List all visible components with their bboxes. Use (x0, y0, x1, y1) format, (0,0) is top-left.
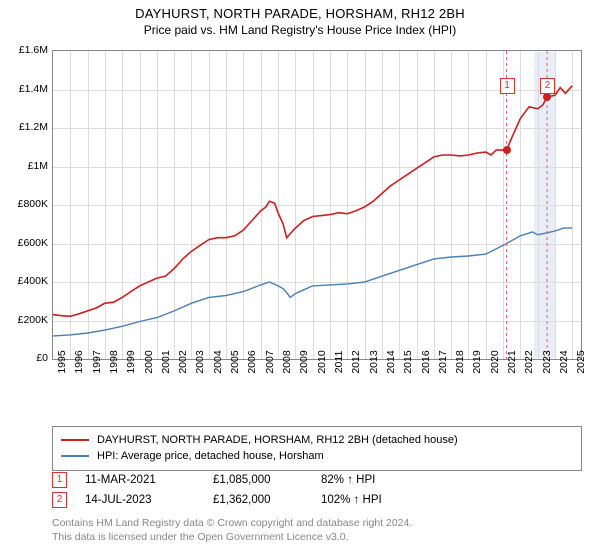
x-axis-label: 2016 (420, 350, 432, 373)
y-axis-label: £200K (18, 314, 48, 326)
price-chart: 12 £0£200K£400K£600K£800K£1M£1.2M£1.4M£1… (52, 50, 582, 380)
x-axis-label: 2010 (316, 350, 328, 373)
x-axis-label: 1998 (108, 350, 120, 373)
x-axis-label: 2004 (212, 350, 224, 373)
x-axis-label: 2023 (541, 350, 553, 373)
y-axis-label: £0 (36, 352, 48, 364)
x-axis-label: 1999 (125, 350, 137, 373)
footer: Contains HM Land Registry data © Crown c… (52, 516, 582, 544)
x-axis-label: 2019 (471, 350, 483, 373)
event-hpi: 82% ↑ HPI (321, 474, 431, 486)
x-axis-label: 2022 (523, 350, 535, 373)
x-axis-label: 1996 (73, 350, 85, 373)
marker-dot (543, 93, 551, 101)
x-axis-label: 2018 (454, 350, 466, 373)
x-axis-label: 1995 (56, 350, 68, 373)
x-axis-label: 2008 (281, 350, 293, 373)
x-axis-label: 2015 (402, 350, 414, 373)
legend-label: HPI: Average price, detached house, Hors… (97, 450, 324, 462)
y-axis-label: £600K (18, 237, 48, 249)
page-title: DAYHURST, NORTH PARADE, HORSHAM, RH12 2B… (0, 6, 600, 21)
x-axis-label: 2003 (194, 350, 206, 373)
x-axis-label: 2025 (575, 350, 587, 373)
legend: DAYHURST, NORTH PARADE, HORSHAM, RH12 2B… (52, 426, 582, 471)
event-row: 1 11-MAR-2021 £1,085,000 82% ↑ HPI (52, 470, 582, 490)
legend-row: DAYHURST, NORTH PARADE, HORSHAM, RH12 2B… (61, 432, 573, 448)
x-axis-label: 2014 (385, 350, 397, 373)
event-price: £1,362,000 (213, 494, 303, 506)
x-axis-label: 2013 (368, 350, 380, 373)
x-axis-label: 2020 (489, 350, 501, 373)
y-axis-label: £1.4M (19, 83, 48, 95)
x-axis-label: 1997 (91, 350, 103, 373)
y-axis-label: £1M (28, 160, 48, 172)
x-axis-label: 2005 (229, 350, 241, 373)
y-axis-label: £1.6M (19, 44, 48, 56)
event-num: 1 (52, 472, 67, 488)
footer-line1: Contains HM Land Registry data © Crown c… (52, 516, 582, 530)
event-num: 2 (52, 492, 67, 508)
event-row: 2 14-JUL-2023 £1,362,000 102% ↑ HPI (52, 490, 582, 510)
x-axis-label: 2024 (558, 350, 570, 373)
marker-label: 2 (540, 78, 555, 94)
y-axis-label: £1.2M (19, 121, 48, 133)
footer-line2: This data is licensed under the Open Gov… (52, 530, 582, 544)
chart-svg (53, 51, 581, 359)
y-axis-label: £800K (18, 198, 48, 210)
series-line (53, 86, 572, 317)
marker-label: 1 (500, 78, 515, 94)
y-axis-label: £400K (18, 275, 48, 287)
legend-swatch (61, 455, 89, 457)
x-axis-label: 2017 (437, 350, 449, 373)
legend-label: DAYHURST, NORTH PARADE, HORSHAM, RH12 2B… (97, 434, 458, 446)
x-axis-label: 2007 (264, 350, 276, 373)
event-date: 11-MAR-2021 (85, 474, 195, 486)
plot-area: 12 (52, 50, 582, 360)
page-subtitle: Price paid vs. HM Land Registry's House … (0, 23, 600, 37)
x-axis-label: 2006 (246, 350, 258, 373)
event-table: 1 11-MAR-2021 £1,085,000 82% ↑ HPI 2 14-JUL-2… (52, 470, 582, 510)
x-axis-label: 2009 (298, 350, 310, 373)
event-price: £1,085,000 (213, 474, 303, 486)
event-hpi: 102% ↑ HPI (321, 494, 431, 506)
event-date: 14-JUL-2023 (85, 494, 195, 506)
x-axis-label: 2021 (506, 350, 518, 373)
x-axis-label: 2011 (333, 351, 345, 374)
x-axis-label: 2001 (160, 350, 172, 373)
x-axis-label: 2012 (350, 350, 362, 373)
x-axis-label: 2002 (177, 350, 189, 373)
marker-dot (503, 146, 511, 154)
series-line (53, 228, 572, 336)
x-axis-label: 2000 (143, 350, 155, 373)
legend-swatch (61, 439, 89, 441)
legend-row: HPI: Average price, detached house, Hors… (61, 448, 573, 464)
